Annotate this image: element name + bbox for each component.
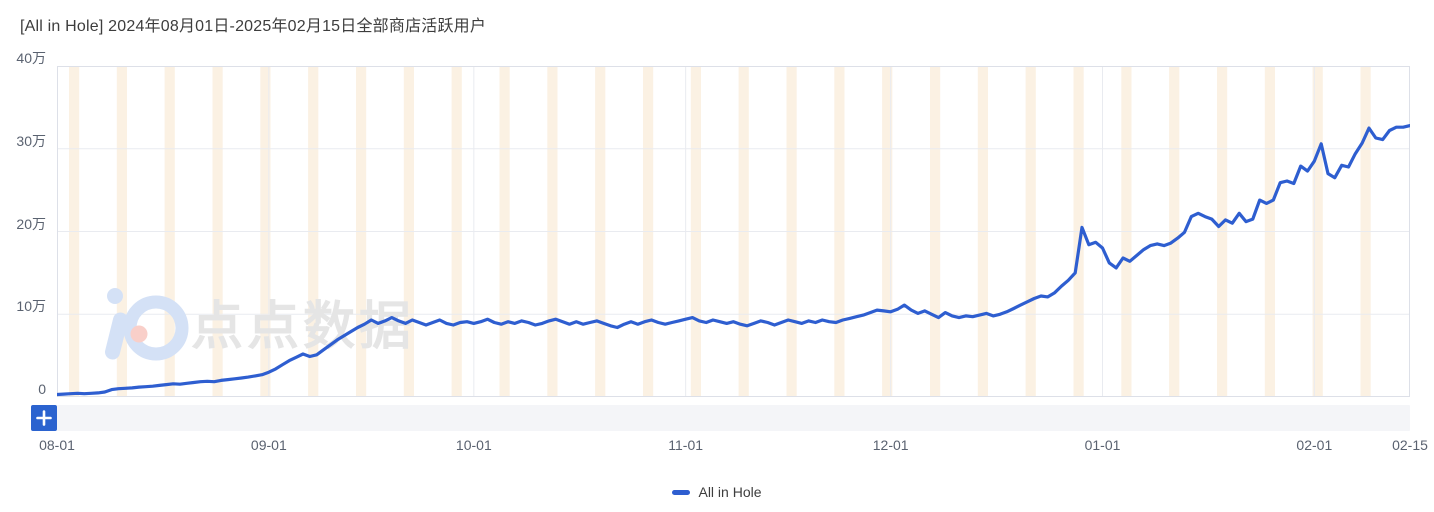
watermark-logo-accent — [130, 325, 148, 343]
series-line — [57, 123, 1410, 397]
plot-border — [57, 66, 1410, 397]
legend-line-marker — [672, 489, 691, 495]
x-axis-label: 11-01 — [668, 437, 704, 453]
x-axis-label: 12-01 — [872, 437, 909, 453]
x-axis-label: 02-15 — [1392, 437, 1428, 453]
watermark-logo-ring — [123, 295, 189, 361]
y-axis-label: 10万 — [16, 298, 46, 315]
y-axis-label: 0 — [38, 381, 46, 397]
y-axis-label: 30万 — [16, 132, 46, 149]
plus-icon — [36, 410, 52, 426]
x-axis-label: 02-01 — [1296, 437, 1333, 453]
add-line-button[interactable] — [31, 405, 57, 431]
watermark-text: 点点数据 — [191, 298, 415, 356]
x-axis-label: 09-01 — [250, 437, 287, 453]
x-axis-label: 08-01 — [39, 437, 75, 453]
plot-area[interactable]: 点点数据 — [57, 66, 1410, 397]
x-axis-label: 10-01 — [455, 437, 492, 453]
x-axis-label: 01-01 — [1084, 437, 1121, 453]
legend-label: All in Hole — [698, 484, 762, 500]
y-axis-label: 20万 — [16, 215, 46, 232]
datazoom-track[interactable] — [57, 405, 1410, 431]
watermark-logo-stem — [105, 312, 128, 360]
watermark: 点点数据 — [105, 288, 415, 361]
chart-title: [All in Hole] 2024年08月01日-2025年02月15日全部商… — [20, 18, 487, 35]
watermark-logo-dot — [107, 288, 123, 304]
y-axis-label: 40万 — [16, 50, 46, 66]
legend-item[interactable]: All in Hole — [0, 482, 1434, 502]
datazoom-bar — [0, 405, 1434, 431]
